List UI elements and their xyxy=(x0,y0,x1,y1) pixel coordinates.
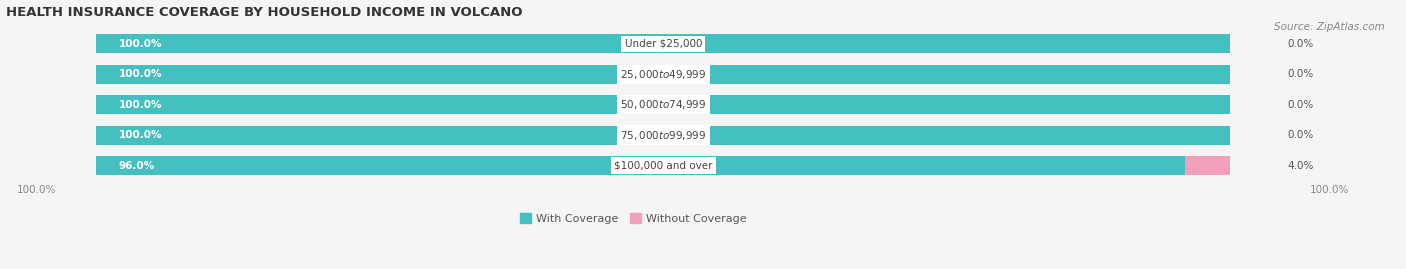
Bar xyxy=(96,156,1185,175)
Bar xyxy=(96,34,1230,53)
Text: 0.0%: 0.0% xyxy=(1286,100,1313,109)
Text: 0.0%: 0.0% xyxy=(1286,69,1313,79)
Text: $25,000 to $49,999: $25,000 to $49,999 xyxy=(620,68,706,81)
Text: Source: ZipAtlas.com: Source: ZipAtlas.com xyxy=(1274,22,1385,31)
Text: HEALTH INSURANCE COVERAGE BY HOUSEHOLD INCOME IN VOLCANO: HEALTH INSURANCE COVERAGE BY HOUSEHOLD I… xyxy=(6,6,522,19)
Text: $100,000 and over: $100,000 and over xyxy=(614,161,713,171)
Bar xyxy=(96,95,1230,114)
Text: Under $25,000: Under $25,000 xyxy=(624,39,702,49)
Text: 0.0%: 0.0% xyxy=(1286,39,1313,49)
Bar xyxy=(96,65,1230,84)
Text: 100.0%: 100.0% xyxy=(17,185,56,195)
Text: 100.0%: 100.0% xyxy=(120,130,163,140)
Text: 100.0%: 100.0% xyxy=(120,39,163,49)
Legend: With Coverage, Without Coverage: With Coverage, Without Coverage xyxy=(515,209,751,228)
Text: 0.0%: 0.0% xyxy=(1286,130,1313,140)
Bar xyxy=(96,34,1230,53)
Text: 96.0%: 96.0% xyxy=(120,161,155,171)
Bar xyxy=(1185,156,1230,175)
Bar xyxy=(96,126,1230,144)
Bar xyxy=(96,156,1230,175)
Text: 4.0%: 4.0% xyxy=(1286,161,1313,171)
Bar xyxy=(96,65,1230,84)
Bar xyxy=(96,95,1230,114)
Text: 100.0%: 100.0% xyxy=(1310,185,1350,195)
Bar xyxy=(96,126,1230,144)
Text: $75,000 to $99,999: $75,000 to $99,999 xyxy=(620,129,706,141)
Text: 100.0%: 100.0% xyxy=(120,69,163,79)
Text: 100.0%: 100.0% xyxy=(120,100,163,109)
Text: $50,000 to $74,999: $50,000 to $74,999 xyxy=(620,98,706,111)
